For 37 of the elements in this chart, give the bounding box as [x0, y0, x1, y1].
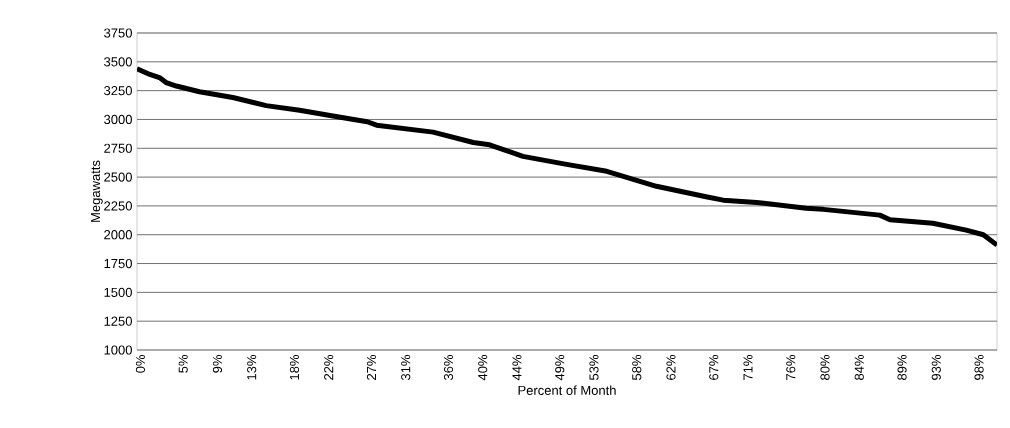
x-tick-label: 71%: [743, 355, 753, 380]
x-tick-label: 44%: [512, 355, 522, 381]
x-tick-label: 13%: [247, 355, 257, 380]
y-tick-label: 3750: [104, 28, 132, 38]
y-tick-label: 3000: [104, 114, 132, 125]
x-tick-label: 53%: [589, 355, 599, 381]
x-tick-label: 62%: [666, 355, 676, 380]
x-tick-label: 58%: [632, 355, 642, 381]
x-tick-label: 18%: [289, 355, 300, 380]
y-tick-label: 2500: [104, 172, 132, 182]
x-tick-label: 5%: [178, 355, 188, 373]
y-tick-label: 3500: [104, 57, 132, 67]
x-tick-label: 93%: [931, 355, 941, 380]
y-tick-label: 2750: [104, 143, 132, 153]
x-tick-label: 36%: [443, 355, 454, 381]
y-tick-label: 2000: [104, 230, 132, 240]
x-tick-label: 98%: [974, 355, 984, 380]
x-tick-label: 31%: [401, 355, 411, 381]
x-tick-label: 84%: [854, 355, 864, 380]
x-tick-label: 49%: [555, 355, 565, 381]
x-axis-title: Percent of Month: [518, 385, 616, 395]
y-tick-label: 1500: [104, 287, 132, 297]
x-tick-label: 40%: [478, 355, 488, 381]
x-tick-label: 22%: [324, 355, 334, 380]
y-tick-label: 1250: [104, 316, 132, 326]
y-tick-label: 1000: [104, 345, 132, 355]
x-tick-label: 67%: [709, 355, 719, 380]
y-tick-label: 1750: [104, 258, 132, 269]
x-tick-label: 80%: [820, 355, 830, 380]
x-tick-label: 0%: [135, 355, 146, 373]
x-tick-label: 89%: [897, 355, 907, 380]
y-tick-label: 2250: [104, 201, 132, 211]
x-tick-label: 9%: [212, 355, 223, 373]
y-axis-title: Megawatts: [91, 160, 103, 222]
x-tick-label: 27%: [366, 355, 377, 380]
x-tick-label: 76%: [786, 355, 796, 380]
y-tick-label: 3250: [104, 86, 132, 96]
